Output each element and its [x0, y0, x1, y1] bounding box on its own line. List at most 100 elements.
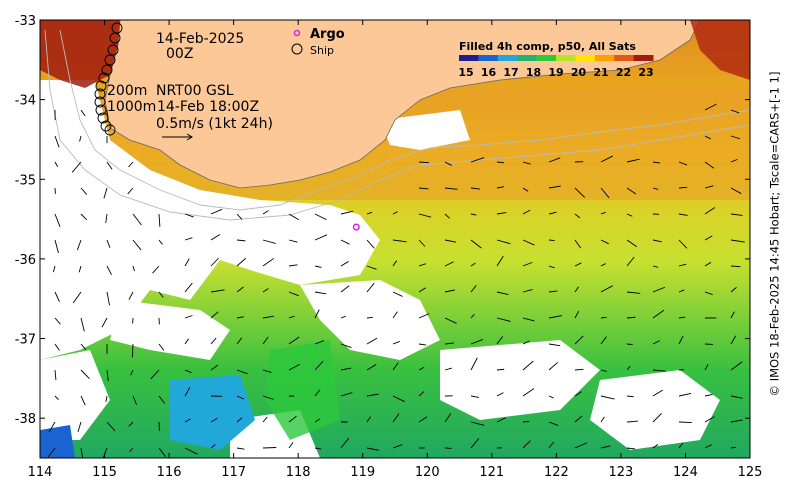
cloud-mask [40, 80, 720, 458]
current-vector [54, 161, 59, 167]
current-vector [444, 213, 450, 219]
colorbar-label: 19 [548, 66, 563, 79]
x-tick-label: 123 [608, 465, 633, 480]
y-tick-label: -34 [15, 94, 36, 109]
current-vector [652, 389, 663, 397]
current-vector [470, 438, 480, 449]
current-vector [288, 213, 299, 221]
current-vector [262, 288, 269, 293]
ship-track-point [94, 88, 106, 100]
current-vector [210, 337, 217, 345]
x-tick-label: 121 [479, 465, 504, 480]
current-vector [678, 213, 688, 216]
current-vector [184, 418, 191, 423]
current-vector [366, 265, 377, 270]
current-vector [470, 157, 485, 163]
warm-coastal-strip [40, 20, 120, 88]
current-vector [600, 263, 606, 267]
current-vector [366, 393, 379, 397]
x-tick-label: 124 [673, 465, 698, 480]
current-vector [418, 239, 426, 247]
current-vector [210, 257, 219, 267]
x-tick-label: 116 [157, 465, 182, 480]
current-vector [80, 395, 86, 406]
current-vector [132, 395, 137, 405]
current-vector [392, 311, 398, 319]
ship-track-point [101, 64, 113, 76]
velocity-scale-arrow [162, 133, 193, 141]
colorbar-swatch [614, 55, 635, 61]
current-vector [158, 395, 166, 404]
current-vector [80, 369, 90, 379]
current-vector [730, 361, 743, 371]
current-vector [600, 285, 613, 293]
current-vector [444, 413, 452, 423]
current-vector [522, 187, 529, 192]
colorbar-label: 22 [616, 66, 631, 79]
current-vector [184, 338, 189, 345]
current-vector [574, 415, 583, 423]
current-vector [600, 155, 614, 163]
current-vector [132, 265, 135, 272]
current-vector [128, 161, 134, 168]
colorbar-swatch [633, 55, 654, 61]
current-vector [704, 291, 713, 295]
x-tick-label: 125 [738, 465, 763, 480]
ship-marker-icon [291, 43, 303, 55]
current-vector [80, 187, 88, 195]
current-vector [626, 316, 636, 319]
current-vector [105, 395, 108, 403]
current-vector [262, 336, 269, 345]
current-vector [600, 416, 605, 423]
current-vector [730, 287, 737, 293]
current-vector [80, 447, 84, 458]
current-vector [626, 158, 640, 163]
ship-track-point [94, 96, 106, 108]
current-vector [548, 343, 561, 347]
current-vector [106, 291, 110, 306]
current-vector [78, 265, 82, 273]
plot-frame [39, 19, 751, 459]
current-vector [678, 442, 684, 449]
x-tick-label: 117 [221, 465, 246, 480]
hour-label: 00Z [166, 46, 193, 62]
ship-track-point [98, 72, 110, 84]
current-vector [314, 360, 324, 371]
current-vector [548, 211, 557, 215]
current-vector [106, 161, 113, 170]
current-vector [522, 289, 533, 293]
current-vector [704, 444, 712, 449]
y-tick-label: -38 [15, 412, 36, 427]
current-vector [288, 315, 295, 319]
current-vector [548, 395, 554, 399]
current-vector [77, 421, 82, 433]
current-vector [444, 289, 455, 293]
current-vector [80, 213, 88, 221]
current-vector [678, 161, 688, 166]
current-vector [236, 213, 243, 220]
current-vector [704, 235, 713, 241]
current-vector [105, 213, 108, 223]
colorbar-swatch [594, 55, 615, 61]
current-vector [730, 109, 740, 114]
current-vector [340, 437, 350, 449]
current-vector [418, 391, 425, 397]
current-vector [444, 187, 458, 190]
current-vector [47, 447, 56, 458]
current-vector [574, 310, 580, 319]
current-vector [470, 187, 480, 190]
current-vector [418, 187, 429, 190]
current-vector [210, 364, 219, 371]
current-vector [600, 445, 611, 449]
current-vector [652, 265, 659, 268]
current-vector [600, 336, 607, 345]
current-vector [652, 369, 666, 372]
current-vector [522, 440, 531, 449]
current-vector [314, 234, 328, 241]
current-vector [366, 416, 371, 423]
current-vector [314, 213, 327, 221]
current-vector [54, 291, 60, 302]
current-vector [574, 368, 584, 371]
current-vector [652, 239, 662, 243]
current-vector [80, 317, 85, 332]
